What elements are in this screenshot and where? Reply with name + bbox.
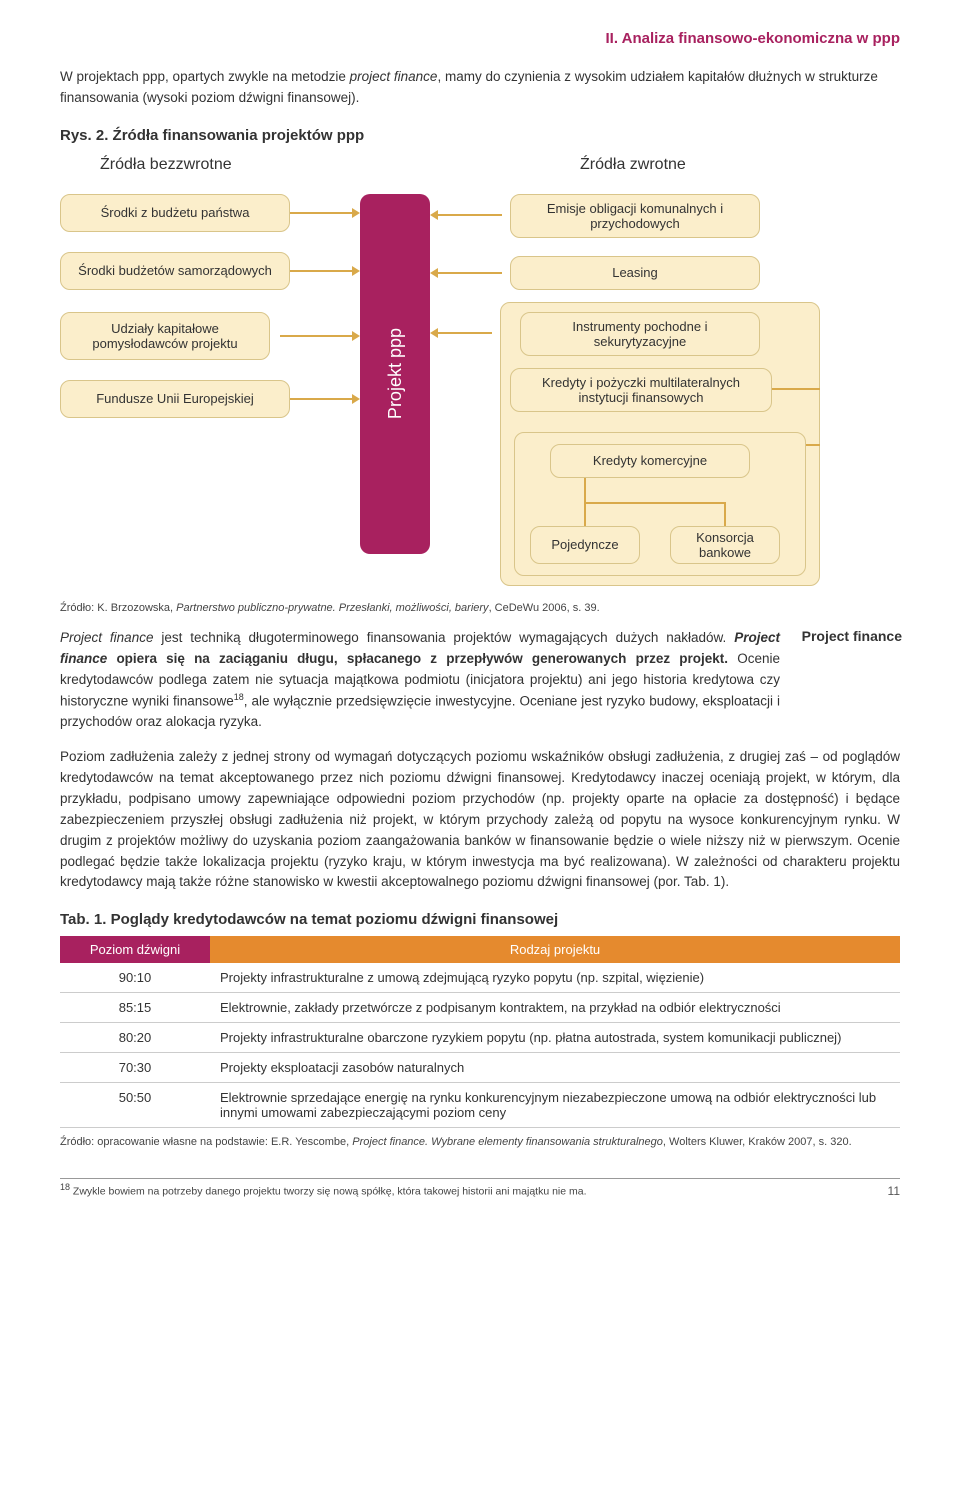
right-box-4: Kredyty i pożyczki multilateralnych inst… [510, 368, 772, 412]
right-heading: Źródła zwrotne [580, 156, 686, 174]
table-row: 80:20Projekty infrastrukturalne obarczon… [60, 1023, 900, 1053]
figure-title: Rys. 2. Źródła finansowania projektów pp… [60, 127, 900, 144]
table-title: Tab. 1. Poglądy kredytodawców na temat p… [60, 911, 900, 928]
left-box-2: Środki budżetów samorządowych [60, 252, 290, 290]
table-row: 85:15Elektrownie, zakłady przetwórcze z … [60, 993, 900, 1023]
table-source: Źródło: opracowanie własne na podstawie:… [60, 1136, 900, 1148]
left-box-4: Fundusze Unii Europejskiej [60, 380, 290, 418]
th-rodzaj: Rodzaj projektu [210, 936, 900, 963]
table-row: 50:50Elektrownie sprzedające energię na … [60, 1083, 900, 1128]
right-box-3: Instrumenty pochodne i sekurytyzacyjne [520, 312, 760, 356]
paragraph-project-finance: Project finance jest techniką długotermi… [60, 628, 900, 733]
table-row: 90:10Projekty infrastrukturalne z umową … [60, 963, 900, 993]
footnote-num: 18 [60, 1182, 70, 1192]
bottom-a: Pojedyncze [530, 526, 640, 564]
paragraph-poziom: Poziom zadłużenia zależy z jednej strony… [60, 747, 900, 893]
left-box-3: Udziały kapitałowe pomysłodawców projekt… [60, 312, 270, 360]
intro-paragraph: W projektach ppp, opartych zwykle na met… [60, 67, 900, 109]
center-label: Projekt ppp [385, 328, 406, 419]
margin-label: Project finance [802, 628, 902, 644]
right-box-2: Leasing [510, 256, 760, 290]
section-title: II. Analiza finansowo-ekonomiczna w ppp [60, 30, 900, 47]
left-heading: Źródła bezzwrotne [100, 156, 232, 174]
th-dzwigni: Poziom dźwigni [60, 936, 210, 963]
pf-term-1: Project finance [60, 630, 153, 645]
table-tab1: Poziom dźwigni Rodzaj projektu 90:10Proj… [60, 936, 900, 1128]
footnote: 18 Zwykle bowiem na potrzeby danego proj… [60, 1178, 900, 1198]
right-box-5: Kredyty komercyjne [550, 444, 750, 478]
page-number: 11 [888, 1184, 900, 1198]
bottom-b: Konsorcja bankowe [670, 526, 780, 564]
table-row: 70:30Projekty eksploatacji zasobów natur… [60, 1053, 900, 1083]
right-box-1: Emisje obligacji komunalnych i przychodo… [510, 194, 760, 238]
diagram-rys2: Źródła bezzwrotne Źródła zwrotne Środki … [60, 156, 900, 596]
footnote-text: Zwykle bowiem na potrzeby danego projekt… [70, 1186, 587, 1198]
figure-source: Źródło: K. Brzozowska, Partnerstwo publi… [60, 602, 900, 614]
intro-text: W projektach ppp, opartych zwykle na met… [60, 69, 878, 105]
left-box-1: Środki z budżetu państwa [60, 194, 290, 232]
center-box: Projekt ppp [360, 194, 430, 554]
